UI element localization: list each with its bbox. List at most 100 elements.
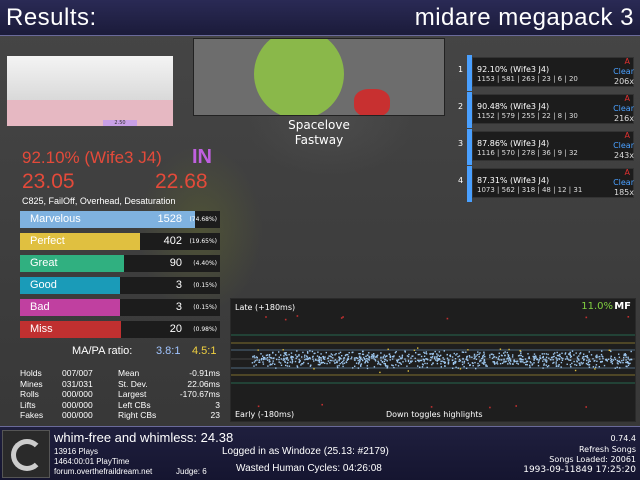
offset-point [590,354,593,356]
offset-point [612,359,615,361]
offset-point [268,356,271,358]
offset-point [520,352,522,355]
offset-point [616,366,618,368]
scoreboard-entry[interactable]: 2 90.48% (Wife3 J4) 1152 | 579 | 255 | 22 … [458,92,636,128]
offset-point [313,368,315,370]
ssr-rating: 23.05 [22,170,75,193]
offset-point [404,350,406,352]
offset-point [338,358,341,360]
offset-point [503,352,505,354]
offset-plot[interactable]: Late (+180ms) 11.0% MF Early (-180ms) Do… [230,298,636,422]
avatar[interactable] [2,430,50,478]
offset-point [629,359,631,361]
score-grade: A [624,131,630,140]
offset-point [579,364,581,366]
offset-point [393,355,395,357]
offset-point [359,361,361,363]
song-group-title: midare megapack 3 [414,4,634,31]
offset-point [417,347,419,349]
offset-point [493,356,496,358]
site-link[interactable]: forum.overthefraildream.net [54,467,153,476]
offset-point [290,357,293,359]
judgment-row-bad: Bad 3 (0.15%) [20,299,220,316]
offset-point [533,356,535,359]
offset-point [585,355,587,357]
offset-point [404,358,406,360]
refresh-songs-button[interactable]: Refresh Songs [578,445,636,454]
offset-point [364,358,366,360]
offset-point [520,351,522,353]
offset-point [440,360,442,363]
offset-point [301,356,303,358]
offset-point [516,360,519,362]
score-box [472,168,634,198]
scoreboard-entry[interactable]: 1 92.10% (Wife3 J4) 1153 | 581 | 263 | 23 … [458,55,636,91]
offset-point [484,355,486,358]
offset-point [291,360,294,363]
offset-point [500,354,503,356]
offset-point [602,357,604,360]
offset-point [262,357,265,359]
offset-point [254,360,257,362]
offset-point [417,353,419,356]
offset-point [626,365,628,368]
offset-point [504,351,506,353]
offset-point [626,361,629,363]
offset-point [497,358,499,361]
offset-point [473,353,476,356]
offset-point [360,365,362,367]
offset-point [423,351,425,354]
offset-point [577,358,580,360]
offset-point [258,359,260,361]
offset-point [373,358,375,360]
offset-point [519,357,521,360]
score-judgments: 1116 | 570 | 278 | 36 | 9 | 32 [477,149,578,157]
offset-point [599,355,601,358]
offset-point [498,352,500,354]
offset-point [257,349,259,351]
offset-point [279,362,282,364]
offset-point [556,365,558,367]
score-percent: 87.31% (Wife3 J4) [477,176,550,185]
offset-point [419,366,421,368]
offset-point [341,355,343,357]
offset-point [533,362,535,364]
offset-point [298,358,300,361]
mf-label: MF [614,301,631,312]
offset-point [296,365,298,367]
offset-point [385,355,387,357]
offset-point [504,354,506,357]
scoreboard-entry[interactable]: 4 87.31% (Wife3 J4) 1073 | 562 | 318 | 48 … [458,166,636,202]
offset-point [368,359,370,361]
offset-point [290,355,292,358]
offset-point [289,361,292,363]
offset-point [415,352,417,354]
judgment-count: 20 [169,323,182,335]
offset-point [389,359,391,361]
offset-point [271,363,273,366]
offset-point [443,350,445,352]
offset-point [588,366,591,368]
offset-point [624,353,626,355]
offset-point [573,360,575,363]
offset-point [398,362,400,364]
offset-point [262,358,265,360]
offset-point [252,355,254,358]
scoreboard-entry[interactable]: 3 87.86% (Wife3 J4) 1116 | 570 | 278 | 36 … [458,129,636,165]
offset-point [513,359,515,361]
offset-point [495,362,497,364]
offset-point [368,355,370,358]
offset-point [367,361,369,364]
offset-point [253,361,256,363]
offset-point [350,358,352,360]
offset-point [558,354,560,357]
offset-point [361,358,363,360]
offset-point [482,357,484,359]
offset-point [588,351,590,353]
offset-point [530,362,532,364]
offset-point [368,352,370,354]
offset-point [331,354,334,356]
offset-point [600,353,603,356]
offset-point [547,353,549,356]
offset-point [578,359,580,361]
